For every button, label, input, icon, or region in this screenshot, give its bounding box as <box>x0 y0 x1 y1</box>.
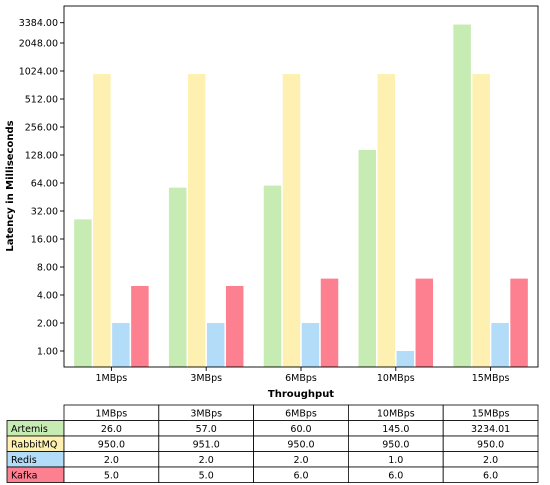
table-cell-value: 6.0 <box>388 470 403 481</box>
legend-label: RabbitMQ <box>11 439 57 450</box>
y-tick-label: 4.00 <box>37 291 58 302</box>
y-tick-label: 16.00 <box>31 235 58 246</box>
bar-kafka-3mbps <box>225 285 244 367</box>
table-cell-value: 950.0 <box>382 439 409 450</box>
y-tick-label: 512.00 <box>25 95 58 106</box>
bar-kafka-10mbps <box>415 278 434 367</box>
bar-kafka-6mbps <box>320 278 339 367</box>
bar-rabbitmq-1mbps <box>93 74 111 367</box>
table-cell-value: 951.0 <box>193 439 220 450</box>
table-cell-value: 5.0 <box>104 470 119 481</box>
x-tick-label: 1MBps <box>96 373 128 384</box>
table-header-label: 6MBps <box>285 408 317 419</box>
y-tick-label: 256.00 <box>25 123 58 134</box>
table-cell-value: 950.0 <box>477 439 504 450</box>
table-cell-value: 3234.01 <box>471 424 510 435</box>
x-tick-label: 15MBps <box>472 373 510 384</box>
y-tick-label: 1024.00 <box>19 67 58 78</box>
x-tick-label: 3MBps <box>190 373 222 384</box>
table-header-label: 10MBps <box>377 408 415 419</box>
table-cell-value: 57.0 <box>196 424 217 435</box>
table-cell-value: 6.0 <box>293 470 308 481</box>
x-tick-label: 6MBps <box>285 373 317 384</box>
y-axis-title: Latency in Milliseconds <box>5 120 16 251</box>
bar-redis-15mbps <box>491 323 509 367</box>
table-cell-value: 950.0 <box>287 439 314 450</box>
legend-label: Kafka <box>11 470 37 481</box>
y-tick-label: 64.00 <box>31 179 58 190</box>
bar-artemis-10mbps <box>358 149 377 367</box>
table-header-label: 15MBps <box>472 408 510 419</box>
table-cell-value: 26.0 <box>101 424 122 435</box>
bar-artemis-1mbps <box>74 219 92 367</box>
y-tick-label: 2048.00 <box>19 39 58 50</box>
bars-layer <box>74 24 528 368</box>
bar-kafka-1mbps <box>131 285 149 367</box>
y-tick-label: 1.00 <box>37 347 58 358</box>
table-cell-value: 6.0 <box>483 470 498 481</box>
table-cell-value: 2.0 <box>104 455 119 466</box>
bar-redis-3mbps <box>206 323 225 367</box>
y-tick-label: 3384.00 <box>19 18 58 29</box>
y-axis: 1.00 2.00 4.00 8.00 16.00 32.00 64.00 128.00 256… <box>19 18 64 358</box>
bar-redis-6mbps <box>301 323 320 367</box>
table-cell-value: 1.0 <box>388 455 403 466</box>
y-tick-label: 2.00 <box>37 319 58 330</box>
table-cell-value: 60.0 <box>290 424 311 435</box>
bar-redis-1mbps <box>112 323 130 367</box>
table-cell <box>442 466 539 483</box>
table-header-label: 3MBps <box>190 408 222 419</box>
table-cell-value: 145.0 <box>382 424 409 435</box>
bar-rabbitmq-10mbps <box>377 74 396 367</box>
table-cell-value: 5.0 <box>199 470 214 481</box>
bar-rabbitmq-15mbps <box>472 74 490 367</box>
y-tick-label: 8.00 <box>37 263 58 274</box>
bar-kafka-15mbps <box>510 278 528 367</box>
table-header-label: 1MBps <box>96 408 128 419</box>
table-cell-value: 950.0 <box>98 439 125 450</box>
legend-label: Redis <box>11 455 37 466</box>
bar-rabbitmq-3mbps <box>187 73 206 368</box>
y-tick-label: 128.00 <box>25 151 58 162</box>
data-table: 1MBps 3MBps 6MBps 10MBps 15MBps Artemis 26.0 57… <box>6 404 539 483</box>
bar-artemis-3mbps <box>168 187 187 367</box>
bar-artemis-15mbps <box>453 24 471 367</box>
table-cell-value: 2.0 <box>483 455 498 466</box>
x-axis-title: Throughput <box>268 389 334 400</box>
x-axis: 1MBps 3MBps 6MBps 10MBps 15MBps <box>96 367 510 384</box>
table-cell-value: 2.0 <box>293 455 308 466</box>
x-tick-label: 10MBps <box>377 373 415 384</box>
legend-label: Artemis <box>11 424 48 435</box>
y-tick-label: 32.00 <box>31 207 58 218</box>
bar-rabbitmq-6mbps <box>282 74 301 367</box>
table-cell-value: 2.0 <box>199 455 214 466</box>
bar-redis-10mbps <box>396 351 415 367</box>
bar-artemis-6mbps <box>263 185 282 367</box>
